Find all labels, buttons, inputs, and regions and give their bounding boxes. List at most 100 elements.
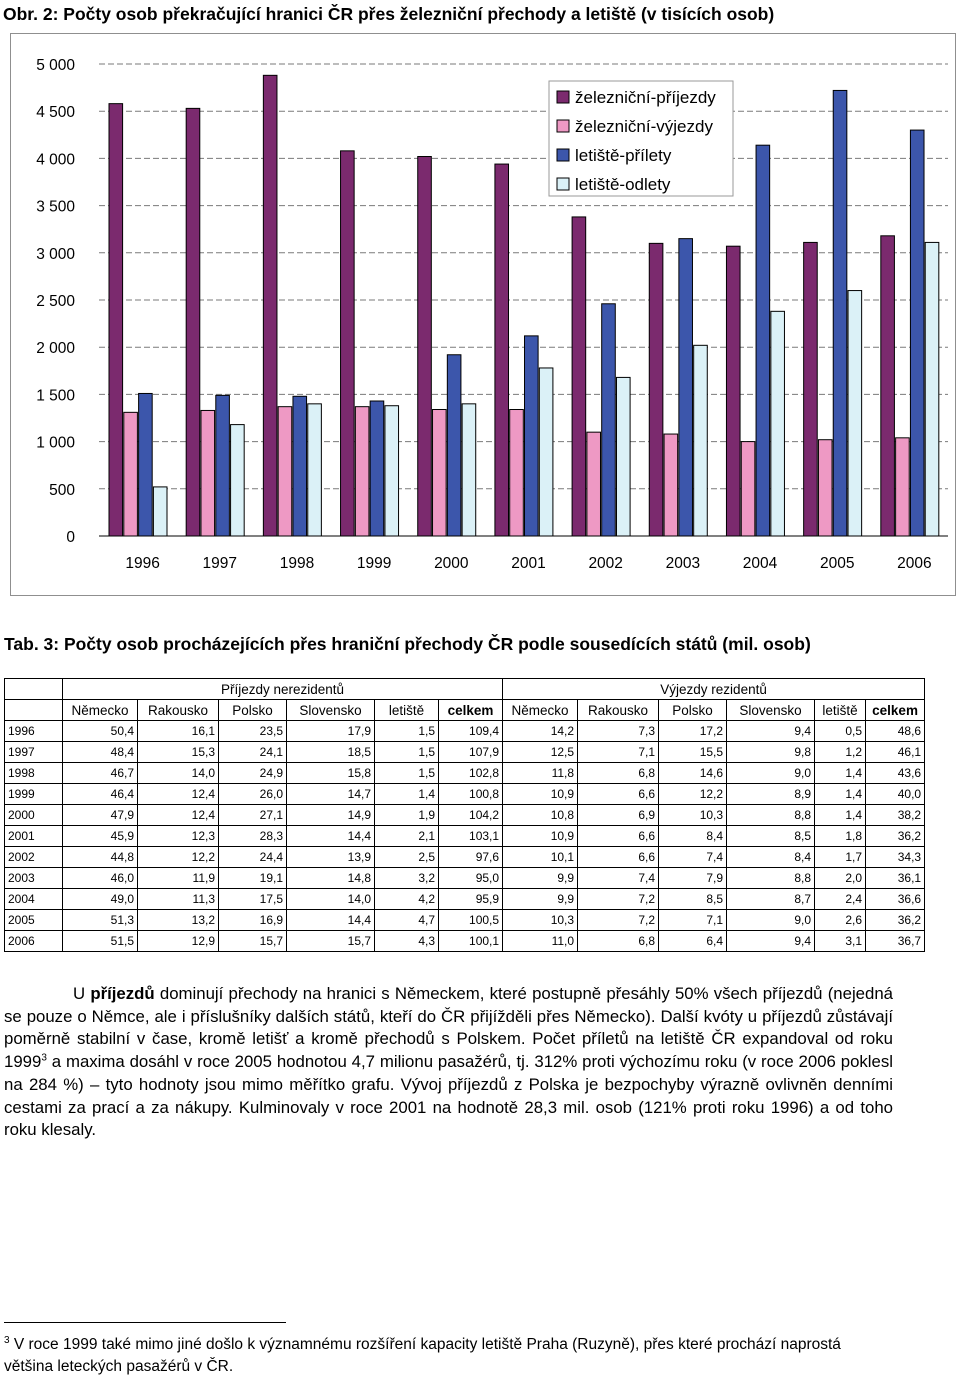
table-title: Tab. 3: Počty osob procházejících přes h… xyxy=(4,634,811,654)
footnote-mark: 3 xyxy=(4,1334,10,1346)
column-header: celkem xyxy=(865,699,926,721)
bar xyxy=(725,245,741,537)
table-cell: 100,5 xyxy=(437,909,504,931)
row-year-cell: 1997 xyxy=(4,741,63,763)
bar xyxy=(909,129,925,537)
group-header-departures: Výjezdy rezidentů xyxy=(502,678,926,700)
x-tick-label: 1998 xyxy=(280,555,314,572)
table-cell: 2,6 xyxy=(814,909,867,931)
table-cell: 14,6 xyxy=(658,762,728,784)
table-cell: 10,9 xyxy=(502,783,579,805)
legend-swatch xyxy=(556,119,570,133)
table-cell: 8,8 xyxy=(726,867,816,889)
y-tick-label: 4 000 xyxy=(36,151,75,168)
y-tick-label: 5 000 xyxy=(36,57,75,74)
table-cell: 49,0 xyxy=(62,888,138,910)
table-cell: 12,5 xyxy=(502,741,579,763)
bar xyxy=(307,403,322,537)
column-header: Rakousko xyxy=(137,699,219,721)
table-cell: 100,1 xyxy=(437,930,504,952)
bar xyxy=(292,395,308,537)
table-row: 1997 48,4 15,3 24,1 18,5 1,5 107,9 12,5 7,1 15,5 9… xyxy=(4,741,926,763)
table-cell: 43,6 xyxy=(865,762,926,784)
paragraph-text-2: dominují přechody na hranici s Německem,… xyxy=(4,984,894,1072)
column-header: Polsko xyxy=(658,699,728,721)
table-cell: 12,3 xyxy=(137,825,219,847)
bar xyxy=(880,235,895,537)
bar xyxy=(277,406,293,537)
table-cell: 6,8 xyxy=(577,930,660,952)
table-cell: 14,0 xyxy=(286,888,375,910)
bar xyxy=(817,439,833,537)
table-cell: 10,8 xyxy=(502,804,579,826)
table-cell: 16,1 xyxy=(137,720,219,742)
table-cell: 6,8 xyxy=(577,762,660,784)
table-cell: 4,2 xyxy=(374,888,439,910)
bar xyxy=(538,367,554,537)
table-cell: 8,8 xyxy=(726,804,816,826)
y-tick-label: 1 500 xyxy=(36,387,75,404)
table-cell: 6,9 xyxy=(577,804,660,826)
table-column-header-row: Německo Rakousko Polsko Slovensko letiště cel… xyxy=(4,699,926,721)
year-column-header xyxy=(4,699,63,721)
table-cell: 10,1 xyxy=(502,846,579,868)
table-cell: 18,5 xyxy=(286,741,375,763)
y-tick-label: 2 500 xyxy=(36,293,75,310)
table-cell: 34,3 xyxy=(865,846,926,868)
bar xyxy=(803,241,818,537)
table-cell: 23,5 xyxy=(218,720,287,742)
row-year-cell: 2001 xyxy=(4,825,63,847)
table-cell: 2,4 xyxy=(814,888,867,910)
table-cell: 11,8 xyxy=(502,762,579,784)
bar xyxy=(446,354,462,537)
table-cell: 12,9 xyxy=(137,930,219,952)
bar xyxy=(832,89,848,537)
y-tick-label: 3 000 xyxy=(36,246,75,263)
table-cell: 47,9 xyxy=(62,804,138,826)
legend-label: železniční-výjezdy xyxy=(575,117,713,136)
table-cell: 0,5 xyxy=(814,720,867,742)
table-cell: 48,4 xyxy=(62,741,138,763)
column-header: celkem xyxy=(437,699,504,721)
bar xyxy=(678,238,693,537)
table-cell: 38,2 xyxy=(865,804,926,826)
bar xyxy=(770,310,785,537)
figure-title: Obr. 2: Počty osob překračující hranici … xyxy=(3,4,775,24)
bar xyxy=(185,107,201,537)
table-cell: 13,9 xyxy=(286,846,375,868)
table-cell: 1,2 xyxy=(814,741,867,763)
row-year-cell: 1996 xyxy=(4,720,63,742)
legend-label: železniční-příjezdy xyxy=(575,88,716,107)
table-cell: 11,3 xyxy=(137,888,219,910)
table-cell: 6,4 xyxy=(658,930,728,952)
y-tick-label: 1 000 xyxy=(36,435,75,452)
table-cell: 8,9 xyxy=(726,783,816,805)
bar xyxy=(509,409,524,537)
table-cell: 51,5 xyxy=(62,930,138,952)
table-body: 1996 50,4 16,1 23,5 17,9 1,5 109,4 14,2 7,3 17,2 9… xyxy=(4,720,926,952)
table-cell: 48,6 xyxy=(865,720,926,742)
table-cell: 14,2 xyxy=(502,720,579,742)
bar xyxy=(215,394,230,537)
group-header-arrivals: Příjezdy nerezidentů xyxy=(61,678,504,700)
table-row: 2001 45,9 12,3 28,3 14,4 2,1 103,1 10,9 6,6 8,4 8,… xyxy=(4,825,926,847)
bar xyxy=(847,290,863,537)
table-row: 2002 44,8 12,2 24,4 13,9 2,5 97,6 10,1 6,6 7,4 8,4… xyxy=(4,846,926,868)
table-cell: 95,9 xyxy=(437,888,504,910)
table-cell: 12,2 xyxy=(137,846,219,868)
column-header: letiště xyxy=(814,699,867,721)
table-cell: 7,1 xyxy=(658,909,728,931)
row-year-cell: 1998 xyxy=(4,762,63,784)
column-header: Polsko xyxy=(218,699,287,721)
row-year-cell: 2003 xyxy=(4,867,63,889)
row-year-cell: 2004 xyxy=(4,888,63,910)
table-cell: 107,9 xyxy=(437,741,504,763)
table-row: 1998 46,7 14,0 24,9 15,8 1,5 102,8 11,8 6,8 14,6 9… xyxy=(4,762,926,784)
table-cell: 8,7 xyxy=(726,888,816,910)
table-cell: 103,1 xyxy=(437,825,504,847)
table-cell: 7,3 xyxy=(577,720,660,742)
table-cell: 15,7 xyxy=(218,930,287,952)
bar xyxy=(200,409,216,537)
bar xyxy=(138,392,153,537)
table-cell: 109,4 xyxy=(437,720,504,742)
